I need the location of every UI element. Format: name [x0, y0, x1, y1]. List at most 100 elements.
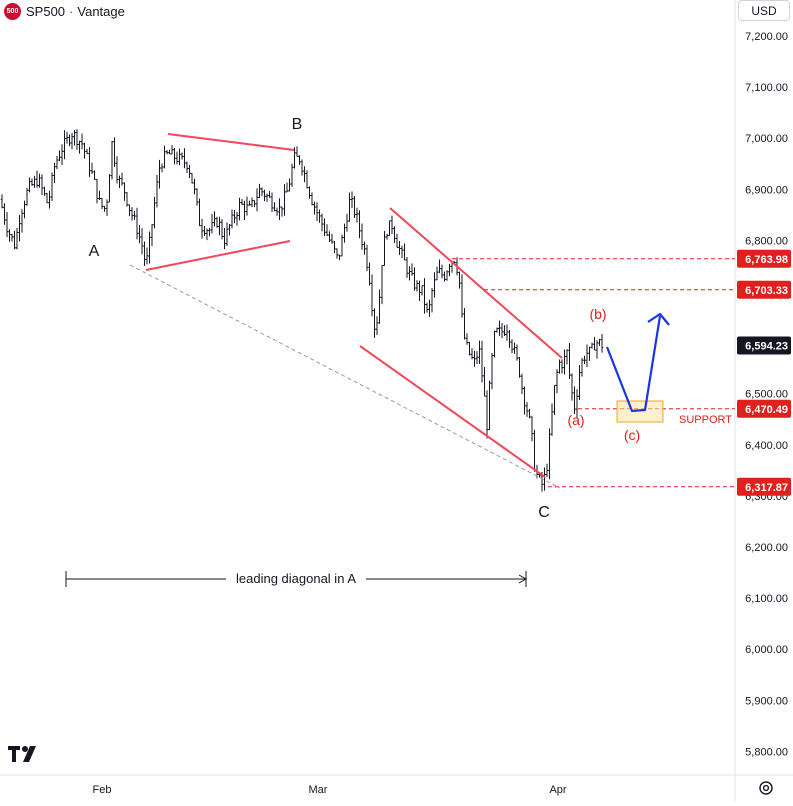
price-bar [550, 403, 554, 436]
price-bar [73, 130, 76, 146]
price-bar [138, 224, 141, 244]
wave-label: (b) [589, 306, 606, 322]
trendline-c-upper [389, 207, 563, 359]
price-bar [490, 352, 494, 390]
price-bar [288, 178, 291, 192]
projection-path [605, 315, 662, 413]
price-bar [373, 308, 376, 338]
price-bar [333, 240, 336, 254]
price-bar [133, 210, 136, 220]
price-bar [558, 359, 561, 374]
price-bar [448, 263, 451, 277]
price-bar [515, 344, 519, 361]
price-bar [423, 278, 426, 314]
price-bar [245, 196, 249, 216]
price-bar [488, 380, 491, 431]
price-bar [458, 271, 461, 289]
price-bar [588, 346, 591, 361]
price-bar [415, 280, 419, 292]
price-bar [403, 243, 406, 261]
price-bar [45, 192, 49, 204]
x-tick-label: Feb [93, 784, 112, 796]
price-bar [533, 429, 536, 472]
y-tick-label: 6,200.00 [745, 542, 788, 554]
price-bar [565, 349, 569, 365]
price-bar [578, 365, 581, 401]
price-bar [93, 170, 96, 180]
price-bar [18, 215, 21, 242]
price-bar [290, 163, 294, 187]
price-bar [55, 155, 59, 170]
price-bar [593, 336, 596, 351]
price-bar [575, 389, 579, 418]
price-bar [503, 325, 506, 337]
price-bar [135, 207, 139, 240]
price-bar [268, 191, 271, 198]
price-bar [160, 163, 164, 173]
data-source: Vantage [77, 3, 125, 19]
price-bar [420, 285, 424, 296]
y-tick-label: 6,100.00 [745, 593, 788, 605]
price-bar [75, 129, 79, 150]
price-bar [285, 182, 289, 193]
price-bar [120, 172, 124, 186]
price-bar [460, 274, 464, 318]
price-bar [398, 240, 401, 255]
price-bar [130, 207, 134, 221]
price-bar [548, 428, 551, 480]
y-tick-label: 7,100.00 [745, 82, 788, 94]
price-bar [173, 148, 176, 165]
currency-button[interactable]: USD [738, 0, 790, 21]
trendline-c-lower [359, 345, 546, 478]
price-bar [60, 144, 64, 166]
price-bar [355, 207, 359, 223]
price-bar [250, 197, 254, 208]
price-bar [545, 463, 549, 478]
price-bar [20, 209, 24, 233]
price-bar [295, 146, 299, 157]
price-bar [105, 199, 109, 216]
price-bar [300, 159, 304, 176]
price-bar [408, 266, 411, 281]
price-label-box [737, 477, 791, 496]
price-bar [125, 192, 129, 207]
price-bar [280, 206, 284, 217]
price-bar [165, 150, 169, 155]
price-bar [328, 231, 331, 243]
y-tick-label: 7,200.00 [745, 31, 788, 43]
price-bar [480, 340, 484, 383]
price-bar [8, 229, 11, 242]
price-bar [500, 323, 504, 339]
symbol-name[interactable]: SP500 [26, 3, 66, 19]
price-bar [560, 359, 564, 374]
price-bar [433, 272, 436, 298]
price-bar [40, 174, 44, 195]
price-bar [218, 216, 221, 236]
y-tick-label: 5,900.00 [745, 695, 788, 707]
price-bar [108, 174, 111, 203]
price-bar [583, 355, 586, 364]
price-bar [418, 280, 421, 302]
price-bar [530, 416, 534, 442]
trendline-b-upper [167, 133, 295, 151]
price-bar [128, 204, 131, 217]
price-bar [78, 140, 81, 154]
price-bar [413, 267, 416, 291]
gear-icon[interactable] [757, 779, 775, 797]
price-bar [275, 207, 279, 216]
price-bar [113, 137, 116, 168]
price-bar [330, 233, 334, 244]
price-label: 6,317.87 [745, 482, 788, 494]
price-bar [3, 203, 6, 225]
price-bar [388, 220, 391, 236]
price-bar [195, 188, 199, 206]
price-bar [425, 302, 429, 313]
chart-header: 500 SP500 · Vantage [4, 2, 125, 20]
wave-label: (a) [567, 412, 584, 428]
price-bar [310, 192, 314, 206]
price-bar [253, 200, 256, 208]
price-bar [568, 343, 571, 379]
price-bar [170, 144, 174, 155]
price-bar [363, 241, 366, 255]
y-tick-label: 6,500.00 [745, 389, 788, 401]
